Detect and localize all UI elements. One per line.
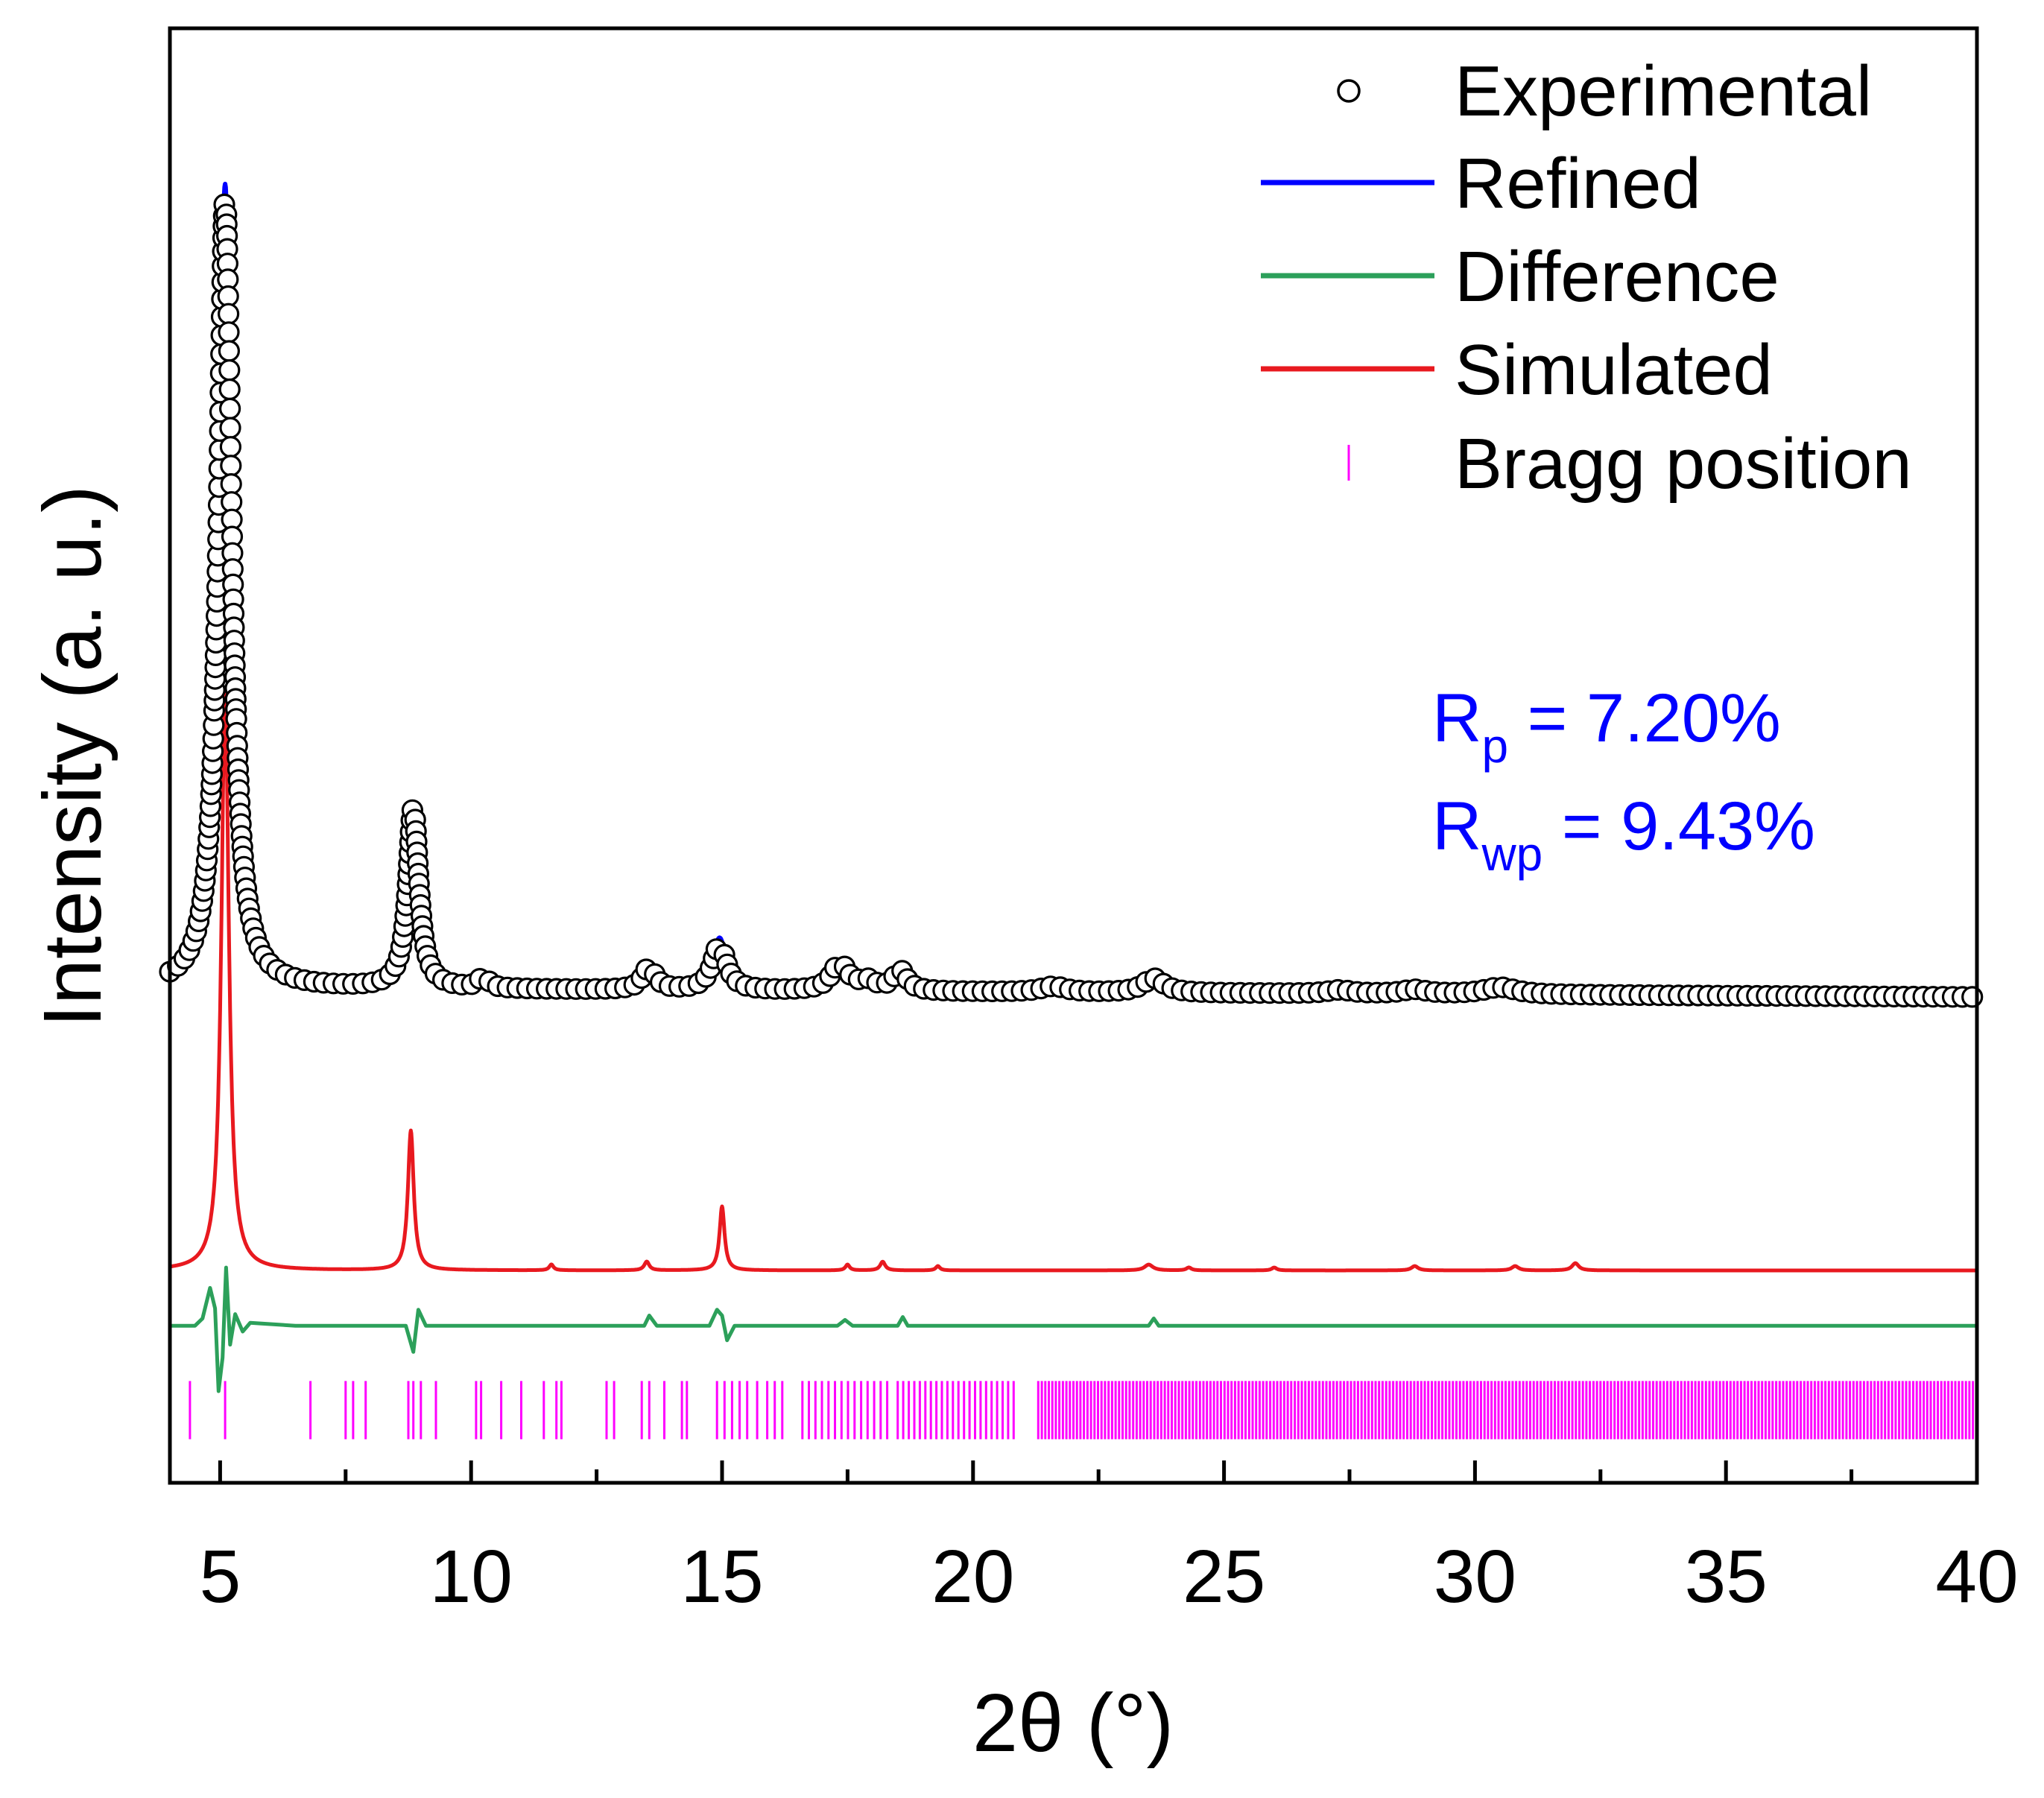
rp-value: = 7.20% xyxy=(1508,680,1781,756)
legend-label-difference: Difference xyxy=(1455,237,1779,317)
experimental-point xyxy=(219,397,241,420)
bragg-series xyxy=(189,1381,1978,1440)
experimental-point xyxy=(218,321,240,344)
x-axis-ticks: 5 10 15 20 25 30 35 40 xyxy=(200,1460,2019,1618)
simulated-line xyxy=(168,686,1978,1273)
x-tick-label: 20 xyxy=(931,1535,1014,1618)
rwp-value: = 9.43% xyxy=(1543,788,1815,864)
x-tick-label: 10 xyxy=(430,1535,513,1618)
x-tick-label: 30 xyxy=(1434,1535,1516,1618)
rp-symbol: R xyxy=(1432,680,1481,756)
axes-frame xyxy=(168,26,1979,1485)
x-tick-label: 15 xyxy=(680,1535,763,1618)
x-tick-label: 25 xyxy=(1183,1535,1265,1618)
legend-label-simulated: Simulated xyxy=(1455,330,1773,410)
y-axis-label: Intensity (a. u.) xyxy=(27,485,118,1028)
rwp-subscript: wp xyxy=(1481,827,1543,881)
experimental-point xyxy=(218,359,241,382)
experimental-point xyxy=(220,455,242,477)
experimental-point xyxy=(220,472,242,496)
experimental-point xyxy=(218,378,241,401)
x-axis-label: 2θ (°) xyxy=(972,1677,1174,1769)
experimental-point xyxy=(219,417,241,439)
legend-label-experimental: Experimental xyxy=(1455,51,1872,131)
experimental-series xyxy=(159,193,1984,1008)
rp-subscript: p xyxy=(1481,719,1508,773)
rwp-annotation: Rwp = 9.43% xyxy=(1432,788,1815,881)
rp-annotation: Rp = 7.20% xyxy=(1432,680,1781,773)
experimental-point xyxy=(218,303,240,325)
experimental-point xyxy=(219,436,241,458)
experimental-point xyxy=(1961,986,1984,1008)
x-tick-label: 35 xyxy=(1685,1535,1768,1618)
plot-area xyxy=(159,181,1984,1440)
x-tick-label: 5 xyxy=(200,1535,241,1618)
legend-label-bragg: Bragg position xyxy=(1455,424,1912,504)
legend-label-refined: Refined xyxy=(1455,144,1701,224)
experimental-point xyxy=(217,285,239,308)
legend: Experimental Refined Difference Simulate… xyxy=(1261,51,1912,504)
r-factor-annotations: Rp = 7.20% Rwp = 9.43% xyxy=(1432,680,1815,881)
x-tick-label: 40 xyxy=(1935,1535,2018,1618)
legend-marker-experimental xyxy=(1337,79,1361,103)
difference-line xyxy=(170,1265,1977,1393)
rwp-symbol: R xyxy=(1432,788,1481,864)
experimental-point xyxy=(218,340,240,362)
